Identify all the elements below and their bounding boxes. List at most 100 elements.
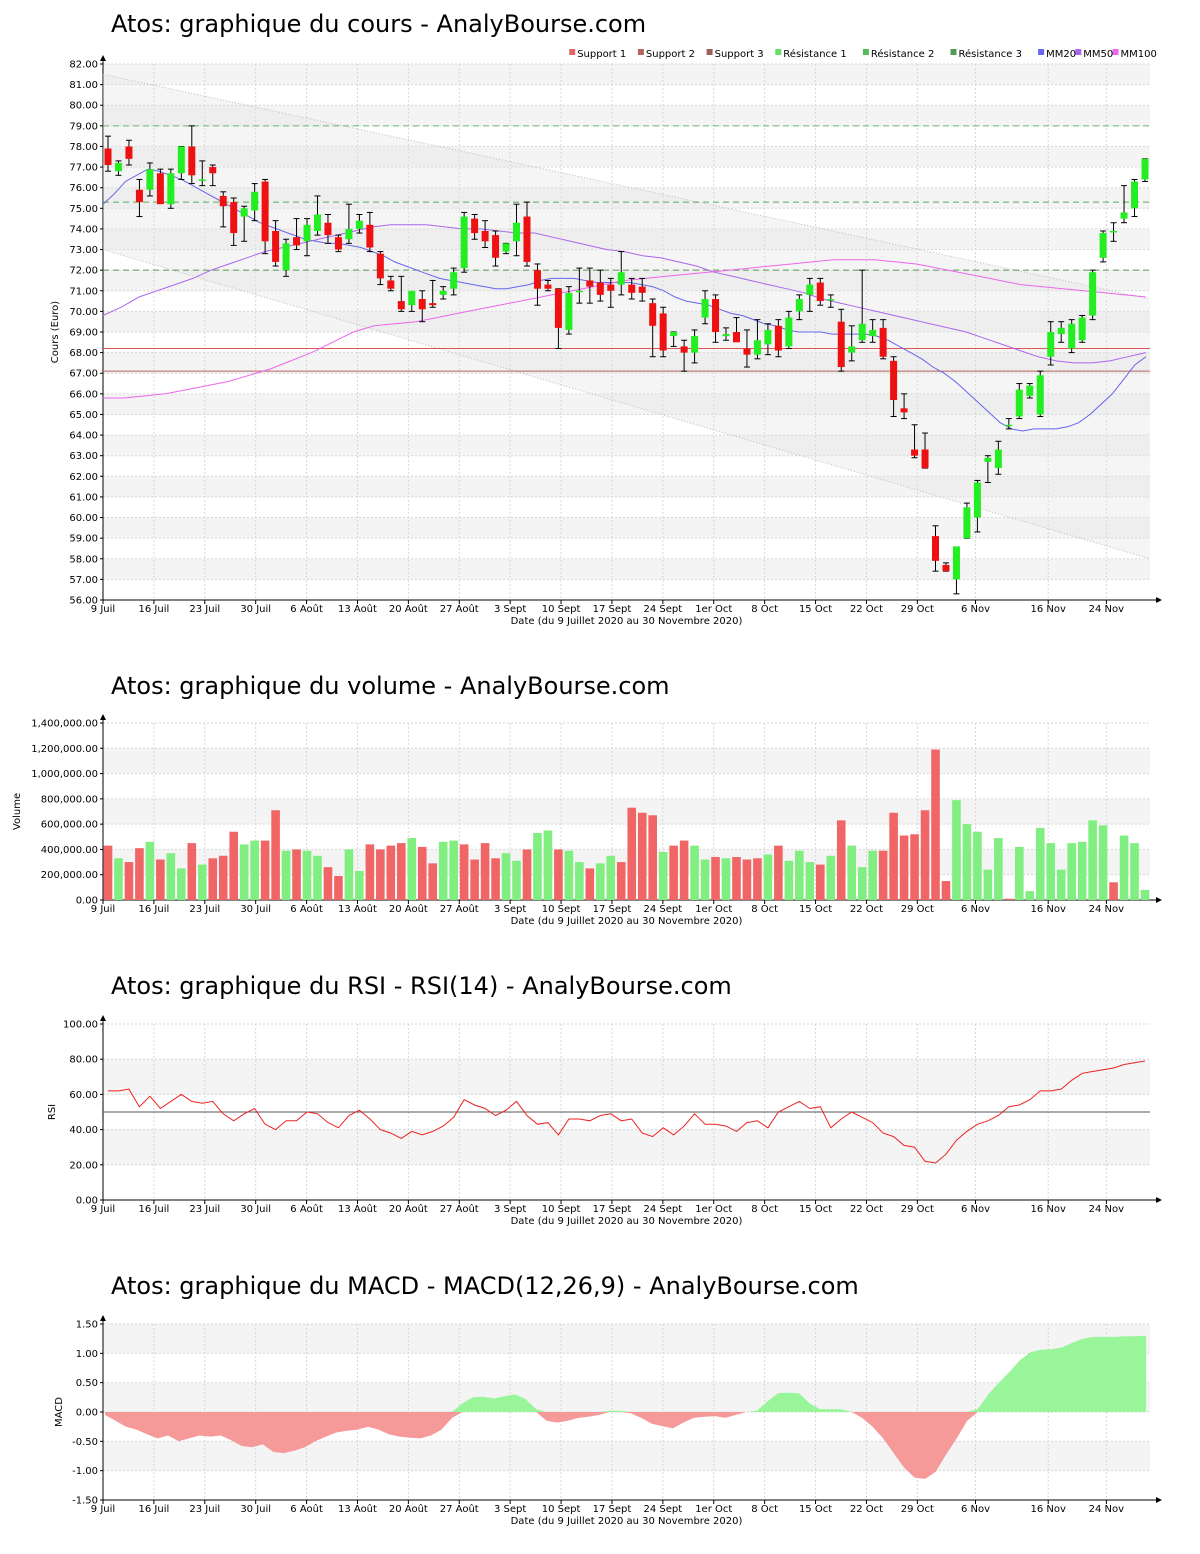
candle [586,267,594,304]
candle [198,160,206,187]
legend-label: Résistance 2 [871,48,934,60]
candle [984,455,992,483]
volume-bar [575,862,584,900]
volume-bar [543,830,553,900]
volume-bar [627,807,637,900]
volume-bar [355,870,364,900]
candle-body [806,284,814,295]
candle [1110,222,1118,242]
candle [774,319,782,358]
volume-bar [763,854,773,900]
volume-bar [774,845,783,900]
candle-body [848,346,856,353]
volume-ytick-label: 1,000,000.00 [31,769,98,780]
volume-ytick-label: 1,200,000.00 [31,744,98,755]
macd-xtick-label: 23 Juil [189,1504,220,1515]
candle [418,290,426,323]
volume-bar [1046,843,1056,900]
price-ytick-label: 71.00 [69,286,98,297]
volume-grid-band [103,849,1150,875]
volume-bar [218,855,228,900]
candle-body [418,299,426,310]
candle-body [670,332,678,337]
volume-bar [941,881,951,900]
candle [355,213,363,234]
price-xtick-label: 24 Nov [1089,604,1125,615]
candle [387,275,395,292]
volume-bar [114,858,123,900]
candle-body [774,325,782,351]
volume-chart-title: Atos: graphique du volume - AnalyBourse.… [111,672,670,700]
volume-xtick-label: 29 Oct [901,904,934,915]
volume-bar [271,810,280,900]
candle [942,562,950,572]
candle-body [649,303,657,326]
candle-body [209,167,217,174]
candle-body [125,146,133,159]
candle-body [272,230,280,262]
candle [1120,185,1128,224]
rsi-xtick-label: 24 Nov [1089,1204,1125,1215]
macd-xtick-label: 16 Nov [1030,1504,1066,1515]
candle [293,218,301,251]
candle [230,197,238,246]
candle [125,139,133,166]
rsi-chart: 0.00 20.00 40.00 60.00 80.00 100.00 9 Juil 16 J… [47,1015,1162,1227]
macd-xtick-label: 29 Oct [901,1504,934,1515]
macd-xtick-label: 30 Juil [240,1504,271,1515]
candle-body [1078,317,1086,341]
macd-chart-panel: Atos: graphique du MACD - MACD(12,26,9) … [0,1260,1200,1550]
candle-body [397,301,405,310]
candle [1057,321,1065,343]
volume-yaxis-label: Volume [12,793,23,830]
legend-swatch [1112,49,1119,55]
volume-xtick-label: 24 Nov [1089,904,1125,915]
volume-xtick-label: 22 Oct [850,904,883,915]
candle-body [146,169,154,190]
candle [209,164,217,187]
volume-bar [1140,889,1150,900]
rsi-y-axis-arrow [100,1015,106,1021]
candle [1099,230,1107,263]
volume-xtick-label: 20 Août [389,903,428,915]
candle-body [617,272,625,285]
rsi-xtick-label: 20 Août [389,1203,428,1215]
candle [492,230,500,267]
price-ytick-label: 81.00 [69,80,98,91]
price-xtick-label: 3 Sept [494,604,526,615]
price-ytick-label: 66.00 [69,389,98,400]
macd-xtick-label: 24 Nov [1089,1504,1125,1515]
candle-body [890,360,898,401]
macd-positive-area [105,1335,1146,1412]
macd-xtick-label: 17 Sept [593,1504,632,1515]
candle-body [513,222,521,242]
rsi-ytick-label: 100.00 [63,1020,98,1031]
price-grid-band [103,352,1150,374]
candle [890,356,898,418]
volume-bar [868,850,877,900]
volume-bar [679,840,689,900]
candle [973,479,981,533]
volume-ytick-label: 1,400,000.00 [31,719,98,730]
volume-bar [1130,843,1139,900]
volume-xtick-label: 6 Août [290,903,323,915]
price-xtick-label: 6 Août [290,603,323,615]
candle [900,393,908,420]
volume-bar [187,843,197,900]
price-y-axis-arrow [100,55,106,61]
candle-body [1005,424,1013,427]
volume-bar [910,834,919,900]
candle [932,525,940,572]
price-ytick-label: 78.00 [69,142,98,153]
candle-body [973,482,981,518]
candle-body [156,173,164,205]
volume-bar [857,867,867,900]
volume-bar [260,840,270,900]
candle [921,432,929,469]
volume-bar [721,858,731,900]
price-xtick-label: 17 Sept [593,604,632,615]
volume-bar [596,863,605,900]
volume-bar [658,851,668,900]
candle [628,277,636,300]
candle [848,325,856,362]
